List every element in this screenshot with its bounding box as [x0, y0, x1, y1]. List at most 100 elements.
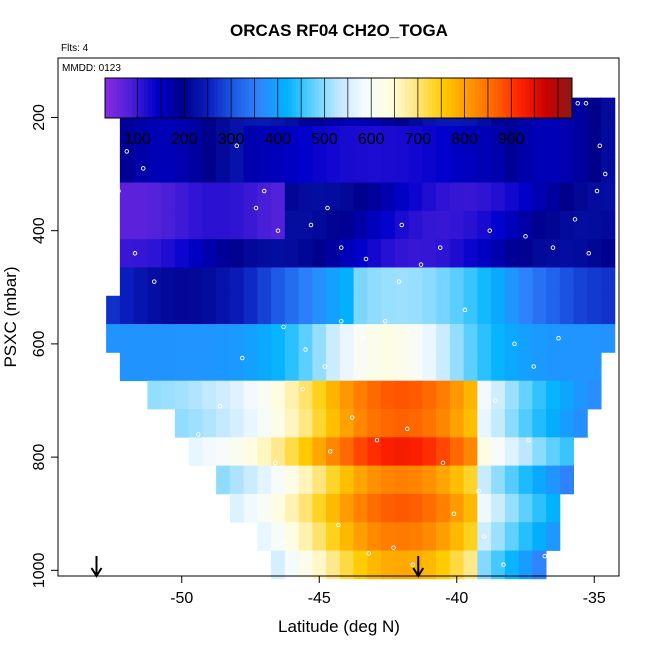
- heatmap-cell: [463, 295, 478, 325]
- heatmap-cell: [367, 125, 382, 155]
- heatmap-cell: [504, 380, 520, 410]
- heatmap-cell: [491, 324, 506, 353]
- heatmap-cell: [449, 550, 465, 580]
- colorbar-swatch: [217, 78, 223, 118]
- heatmap-cell: [449, 125, 465, 155]
- heatmap-cell: [271, 210, 286, 240]
- profile-point: [325, 205, 330, 211]
- colorbar-swatch: [505, 78, 511, 118]
- colorbar-swatch: [536, 78, 542, 118]
- heatmap-cell: [271, 239, 286, 268]
- profile-point: [303, 347, 308, 352]
- profile-point: [438, 245, 443, 250]
- profile-point: [487, 228, 493, 233]
- heatmap-cell: [408, 522, 423, 551]
- profile-point: [572, 217, 578, 222]
- colorbar-swatch: [245, 78, 250, 118]
- heatmap-cell: [339, 493, 355, 523]
- heatmap-cell: [518, 465, 533, 495]
- heatmap-cell: [229, 267, 245, 297]
- heatmap-cell: [601, 267, 616, 297]
- heatmap-cell: [312, 182, 327, 212]
- heatmap-cell: [216, 295, 231, 325]
- profile-point: [336, 522, 341, 528]
- heatmap-cell: [587, 210, 602, 240]
- chart-title: ORCAS RF04 CH2O_TOGA: [230, 21, 448, 40]
- heatmap-cell: [367, 182, 382, 212]
- heatmap-cell: [161, 210, 176, 240]
- heatmap-cell: [353, 408, 368, 438]
- colorbar-swatch: [171, 78, 176, 118]
- heatmap-cell: [559, 408, 575, 438]
- heatmap-cell: [559, 125, 575, 155]
- colorbar-tick-label: 100: [124, 131, 151, 148]
- heatmap-cell: [504, 295, 520, 325]
- heatmap-cell: [216, 324, 231, 353]
- heatmap-cell: [367, 380, 382, 410]
- heatmap-cell: [188, 239, 203, 268]
- y-tick-label: 1000: [31, 552, 48, 588]
- y-axis: 200 400 600 800 1000: [31, 104, 58, 588]
- colorbar-swatch: [357, 78, 363, 118]
- heatmap-cell: [298, 380, 313, 410]
- heatmap-cell: [408, 125, 423, 155]
- heatmap-cell: [422, 465, 437, 495]
- heatmap-cell: [477, 352, 492, 382]
- heatmap-cell: [491, 465, 506, 495]
- profile-point: [262, 188, 267, 194]
- colorbar-swatch: [241, 78, 246, 118]
- heatmap-cell: [229, 380, 245, 410]
- heatmap-cell: [463, 239, 478, 268]
- heatmap-cell: [394, 210, 410, 240]
- heatmap-cell: [587, 97, 602, 127]
- heatmap-cell: [174, 125, 190, 155]
- heatmap-cell: [504, 493, 520, 523]
- heatmap-cell: [491, 267, 506, 297]
- heatmap-cell: [133, 324, 148, 353]
- heatmap-cell: [436, 125, 451, 155]
- heatmap-cell: [367, 437, 382, 467]
- colorbar-swatch: [365, 78, 371, 118]
- heatmap-cell: [271, 550, 286, 580]
- heatmap-cell: [381, 352, 396, 382]
- heatmap-cell: [174, 239, 190, 268]
- heatmap-cell: [339, 550, 355, 580]
- heatmap-cell: [243, 380, 258, 410]
- heatmap-cell: [394, 295, 410, 325]
- heatmap-cell: [202, 267, 217, 297]
- heatmap-cell: [202, 182, 217, 212]
- heatmap-cell: [353, 182, 368, 212]
- colorbar-swatch: [490, 78, 495, 118]
- colorbar-swatch: [431, 78, 437, 118]
- heatmap-cell: [491, 239, 506, 268]
- heatmap-cell: [312, 380, 327, 410]
- colorbar-swatch: [525, 78, 530, 118]
- colorbar-swatch: [568, 78, 573, 118]
- heatmap-cell: [298, 408, 313, 438]
- heatmap-cell: [106, 324, 121, 353]
- heatmap-cell: [312, 550, 327, 580]
- heatmap-cell: [271, 267, 286, 297]
- colorbar-swatch: [354, 78, 359, 118]
- colorbar-swatch: [280, 78, 285, 118]
- colorbar-swatch: [369, 78, 375, 118]
- colorbar-swatch: [295, 78, 301, 118]
- heatmap-cell: [546, 437, 561, 467]
- heatmap-cell: [477, 550, 492, 580]
- profile-point: [195, 432, 201, 437]
- profile-point: [281, 324, 286, 330]
- heatmap-cell: [546, 408, 561, 438]
- heatmap-cell: [491, 493, 506, 523]
- profile-point: [556, 335, 561, 341]
- heatmap-cell: [449, 210, 465, 240]
- heatmap-cell: [284, 182, 300, 212]
- heatmap-cell: [573, 324, 588, 353]
- heatmap-cell: [422, 550, 437, 580]
- profile-point: [374, 437, 380, 443]
- heatmap-cell: [353, 493, 368, 523]
- heatmap-cell: [216, 352, 231, 382]
- profile-point: [396, 279, 402, 284]
- heatmap-cell: [174, 182, 190, 212]
- heatmap-cell: [381, 408, 396, 438]
- colorbar-swatch: [501, 78, 507, 118]
